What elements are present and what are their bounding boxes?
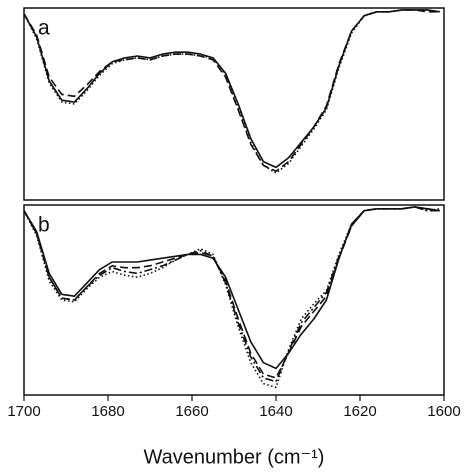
panel-letter: a xyxy=(38,17,50,40)
x-tick-label: 1700 xyxy=(7,403,40,420)
spectrum-line xyxy=(23,9,440,174)
panel-frame xyxy=(23,204,445,396)
x-tick-label: 1680 xyxy=(91,403,124,420)
x-tick-label: 1660 xyxy=(175,403,208,420)
panel-frame xyxy=(23,7,445,201)
spectrum-line xyxy=(23,206,440,389)
x-tick-label: 1620 xyxy=(343,403,376,420)
x-tick-label: 1640 xyxy=(259,403,292,420)
panel-letter: b xyxy=(38,214,50,237)
spectrum-line xyxy=(23,9,440,169)
x-tick-label: 1600 xyxy=(427,403,460,420)
x-axis-label: Wavenumber (cm⁻¹) xyxy=(144,446,325,468)
